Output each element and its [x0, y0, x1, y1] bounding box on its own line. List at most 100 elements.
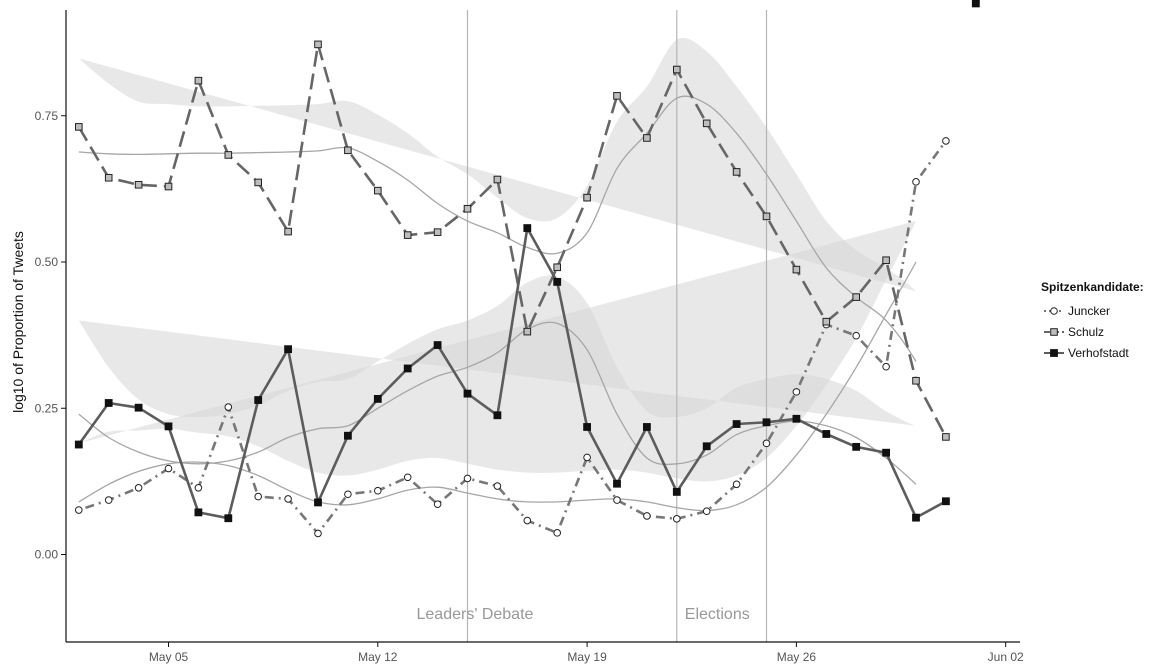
point-schulz — [164, 182, 173, 191]
point-verhofstadt — [702, 442, 711, 451]
point-verhofstadt — [74, 440, 83, 449]
legend-title: Spitzenkandidate: — [1041, 280, 1144, 294]
series-markers — [74, 0, 980, 538]
point-verhofstadt — [164, 422, 173, 431]
point-schulz — [344, 146, 352, 155]
point-juncker — [374, 486, 382, 495]
point-schulz — [374, 186, 382, 195]
point-schulz — [523, 327, 532, 336]
point-schulz — [673, 65, 681, 74]
event-lines — [466, 10, 768, 642]
x-tick-label: May 12 — [358, 650, 398, 664]
legend: Spitzenkandidate: Juncker Schulz Verhofsta… — [1041, 280, 1144, 360]
point-schulz — [104, 173, 113, 182]
point-juncker — [194, 484, 203, 492]
line-verhofstadt — [77, 226, 947, 520]
point-schulz — [553, 263, 562, 272]
point-verhofstadt — [762, 418, 771, 427]
point-juncker — [732, 480, 741, 489]
legend-label-schulz: Schulz — [1068, 325, 1104, 339]
point-juncker — [792, 388, 801, 396]
smooth-lines — [78, 95, 917, 512]
point-verhofstadt — [224, 514, 233, 523]
point-juncker — [942, 137, 950, 145]
confidence-band-schulz — [78, 37, 917, 292]
y-tick-label: 0.75 — [35, 109, 59, 123]
trend-line-schulz — [78, 95, 917, 362]
legend-key-marker — [1050, 307, 1058, 315]
line-juncker — [78, 140, 947, 535]
point-verhofstadt — [882, 448, 891, 457]
annotation-label: Leaders' Debate — [417, 606, 534, 623]
point-schulz — [882, 256, 890, 265]
x-tick-label: May 19 — [567, 650, 607, 664]
point-schulz — [852, 293, 861, 301]
point-juncker — [284, 495, 292, 503]
point-verhofstadt — [971, 0, 980, 8]
point-juncker — [344, 490, 352, 499]
point-verhofstadt — [732, 420, 741, 428]
trend-line-juncker — [78, 261, 917, 512]
x-tick-label: May 05 — [149, 650, 189, 664]
point-juncker — [403, 473, 412, 482]
point-schulz — [403, 231, 412, 239]
point-verhofstadt — [523, 224, 532, 232]
point-juncker — [314, 529, 322, 538]
point-juncker — [912, 178, 920, 186]
point-juncker — [613, 496, 621, 504]
point-juncker — [523, 516, 532, 525]
point-verhofstadt — [314, 498, 322, 507]
point-juncker — [553, 529, 562, 537]
point-juncker — [433, 500, 442, 508]
point-verhofstadt — [373, 394, 382, 403]
legend-label-verhofstadt: Verhofstadt — [1068, 346, 1129, 360]
point-verhofstadt — [822, 430, 831, 438]
point-verhofstadt — [194, 508, 203, 517]
point-schulz — [912, 376, 920, 385]
point-schulz — [822, 317, 831, 326]
point-juncker — [583, 453, 591, 462]
legend-key-marker — [1050, 349, 1058, 357]
x-tick-label: May 26 — [777, 650, 817, 664]
annotations: Leaders' Debate Elections — [417, 606, 750, 623]
confidence-band-verhofstadt — [78, 275, 917, 426]
point-verhofstadt — [792, 414, 801, 423]
point-schulz — [433, 228, 442, 236]
point-juncker — [134, 484, 143, 492]
line-schulz — [77, 43, 948, 438]
point-schulz — [942, 433, 950, 441]
point-verhofstadt — [463, 389, 472, 398]
axes: 0.00 0.25 0.50 0.75 May 05 May 12 May 19 May 26… — [35, 10, 1024, 664]
point-schulz — [314, 40, 322, 49]
point-juncker — [673, 515, 681, 523]
point-verhofstadt — [403, 364, 412, 373]
point-juncker — [75, 506, 83, 514]
point-schulz — [762, 212, 771, 221]
point-schulz — [75, 123, 83, 131]
point-verhofstadt — [672, 488, 681, 496]
annotation-label: Elections — [685, 606, 750, 623]
point-verhofstadt — [134, 403, 143, 412]
point-juncker — [224, 403, 233, 411]
point-juncker — [164, 464, 173, 473]
point-schulz — [463, 204, 472, 213]
y-tick-label: 0.25 — [35, 401, 59, 415]
point-schulz — [224, 151, 233, 159]
point-schulz — [732, 168, 741, 176]
point-verhofstadt — [284, 345, 293, 354]
point-verhofstadt — [553, 277, 562, 286]
point-verhofstadt — [852, 442, 861, 451]
point-juncker — [852, 331, 861, 340]
legend-key-marker — [1050, 328, 1058, 336]
point-verhofstadt — [613, 479, 621, 488]
point-schulz — [284, 227, 292, 236]
point-schulz — [643, 134, 651, 142]
point-schulz — [493, 175, 502, 184]
point-verhofstadt — [254, 396, 263, 404]
point-juncker — [493, 482, 502, 490]
confidence-bands — [78, 37, 917, 482]
point-verhofstadt — [104, 399, 113, 407]
point-verhofstadt — [583, 423, 592, 431]
point-verhofstadt — [942, 497, 950, 506]
